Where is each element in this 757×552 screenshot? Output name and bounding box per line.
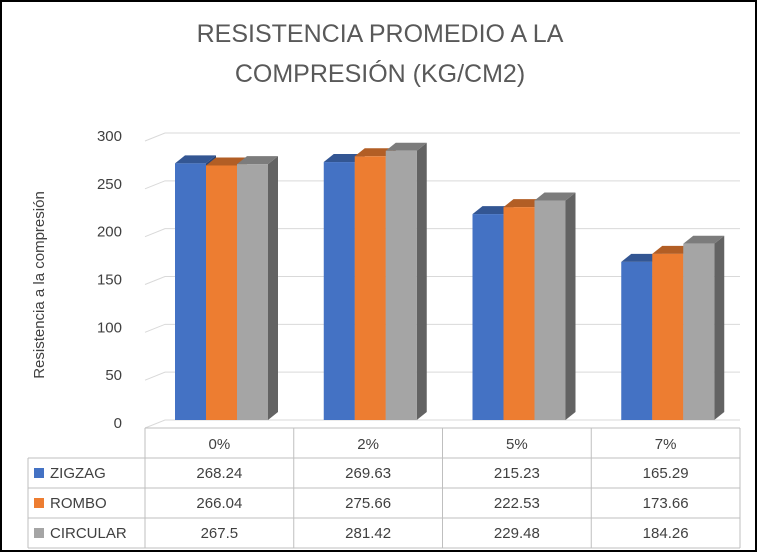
legend-swatch xyxy=(34,528,44,538)
y-tick-label: 50 xyxy=(105,367,122,384)
table-value: 215.23 xyxy=(494,465,540,482)
grid-line xyxy=(144,419,740,429)
bar-top xyxy=(237,156,278,165)
table-value: 281.42 xyxy=(345,525,391,542)
grid-line xyxy=(144,180,740,190)
y-tick-label: 150 xyxy=(97,271,122,288)
x-tick-label: 2% xyxy=(357,436,379,453)
bar-front xyxy=(652,253,684,420)
bar xyxy=(534,192,576,420)
legend-label: ZIGZAG xyxy=(50,465,106,482)
table-value: 184.26 xyxy=(643,525,689,542)
bar-front xyxy=(621,261,653,420)
bar-top xyxy=(683,235,725,244)
legend-label: ROMBO xyxy=(50,495,107,512)
table-value: 173.66 xyxy=(643,495,689,512)
bar-top xyxy=(206,157,247,166)
bar-top xyxy=(621,253,663,262)
table-value: 222.53 xyxy=(494,495,540,512)
bar-side xyxy=(268,156,278,420)
y-tick-label: 0 xyxy=(114,415,122,432)
bar-top xyxy=(503,199,545,208)
chart-title: RESISTENCIA PROMEDIO A LA COMPRESIÓN (KG… xyxy=(196,20,564,88)
table-value: 267.5 xyxy=(201,525,239,542)
bar-top xyxy=(472,206,514,215)
legend-swatch xyxy=(34,498,44,508)
x-tick-label: 0% xyxy=(209,436,231,453)
grid-line xyxy=(144,132,740,142)
bar-side xyxy=(416,142,427,420)
bar-top xyxy=(354,148,396,157)
bar-front xyxy=(683,243,715,420)
bar xyxy=(237,156,278,420)
bar-top xyxy=(534,192,576,201)
bar-front xyxy=(534,200,566,420)
y-tick-label: 250 xyxy=(97,176,122,193)
legend-swatch xyxy=(34,468,44,478)
bar xyxy=(683,235,725,420)
bar-front xyxy=(206,165,237,420)
bar-front xyxy=(323,162,355,421)
table-value: 275.66 xyxy=(345,495,391,512)
bar-top xyxy=(323,154,365,163)
bar-side xyxy=(565,192,576,420)
y-axis-label: Resistencia a la compresión xyxy=(31,191,48,379)
bar-front xyxy=(385,150,417,420)
table-value: 165.29 xyxy=(643,465,689,482)
y-tick-label: 100 xyxy=(97,319,122,336)
table-value: 266.04 xyxy=(196,495,242,512)
bar-front xyxy=(175,163,206,420)
table-value: 268.24 xyxy=(196,465,242,482)
bar-front xyxy=(503,207,535,420)
y-tick-label: 300 xyxy=(97,128,122,145)
bar-side xyxy=(714,235,725,420)
bar-top xyxy=(652,245,694,254)
table-value: 229.48 xyxy=(494,525,540,542)
table-value: 269.63 xyxy=(345,465,391,482)
bar-front xyxy=(472,214,504,420)
x-tick-label: 5% xyxy=(506,436,528,453)
legend-label: CIRCULAR xyxy=(50,525,127,542)
x-tick-label: 7% xyxy=(655,436,677,453)
bar-top xyxy=(385,142,427,151)
bar xyxy=(385,142,427,420)
bar-top xyxy=(175,155,216,164)
bar-front xyxy=(354,156,386,420)
y-tick-label: 200 xyxy=(97,224,122,241)
bar-front xyxy=(237,164,268,420)
